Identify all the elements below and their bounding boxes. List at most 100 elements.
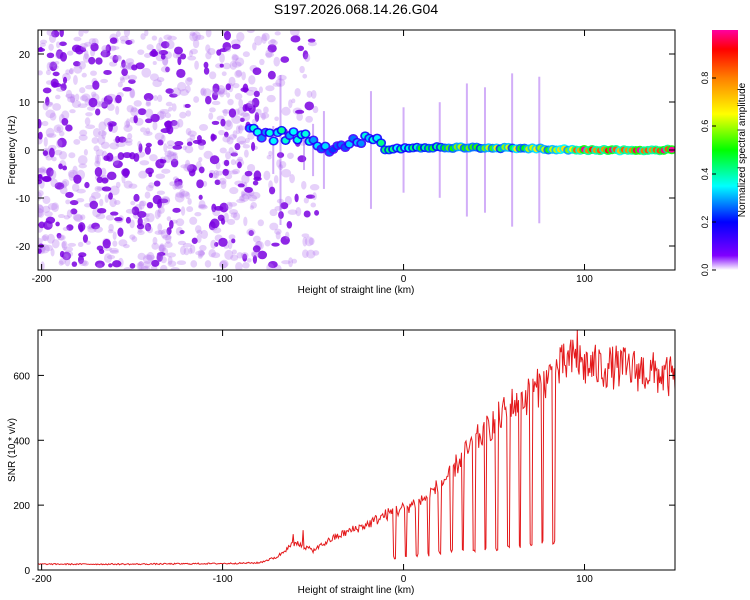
noise-cell [158, 244, 167, 253]
noise-cell [130, 106, 138, 113]
noise-cell [70, 94, 76, 104]
noise-cell [72, 183, 80, 192]
noise-cell [276, 198, 284, 204]
noise-cell [166, 252, 176, 258]
noise-cell [90, 42, 99, 52]
noise-cell [112, 156, 120, 166]
noise-cell [176, 68, 186, 79]
noise-cell [52, 71, 60, 77]
noise-cell [69, 109, 76, 114]
noise-cell [106, 171, 117, 181]
noise-cell [59, 258, 66, 265]
noise-cell [218, 129, 225, 136]
noise-cell [229, 209, 238, 215]
noise-cell [211, 100, 221, 106]
noise-cell [38, 237, 43, 245]
noise-cell [240, 193, 250, 202]
noise-cell [38, 190, 44, 197]
noise-cell [108, 192, 113, 200]
noise-cell [67, 242, 77, 247]
noise-cell [302, 249, 309, 259]
noise-cell [208, 172, 214, 179]
noise-cell [56, 87, 65, 92]
noise-cell [198, 166, 205, 174]
spectrogram-ylabel: Frequency (Hz) [7, 116, 18, 185]
noise-cell [169, 181, 176, 187]
noise-cell [107, 229, 114, 234]
snr-frame [37, 329, 676, 571]
noise-cell [115, 94, 122, 104]
noise-cell [56, 126, 62, 132]
noise-cell [123, 124, 133, 132]
noise-cell [152, 79, 162, 88]
y-tick-label: 10 [19, 98, 31, 109]
tone-cell [270, 137, 277, 144]
noise-cell [65, 93, 76, 99]
noise-cell [63, 215, 70, 220]
streak-cell [303, 130, 306, 170]
noise-cell [138, 200, 145, 210]
noise-cell [214, 179, 221, 186]
noise-cell [119, 77, 126, 83]
noise-cell [59, 186, 68, 195]
noise-cell [227, 239, 233, 250]
noise-cell [38, 70, 43, 76]
noise-cell [51, 30, 60, 38]
y-tick-label: -20 [16, 242, 31, 253]
noise-cell [211, 120, 220, 125]
noise-cell [268, 150, 273, 157]
noise-cell [272, 82, 282, 87]
noise-cell [133, 100, 142, 107]
noise-cell [200, 87, 207, 97]
noise-cell [228, 76, 236, 87]
noise-cell [159, 158, 164, 164]
tone-cell [302, 130, 309, 137]
y-tick-label: 600 [13, 371, 30, 382]
noise-cell [163, 143, 168, 153]
noise-cell [102, 238, 111, 249]
noise-cell [299, 65, 305, 74]
noise-cell [61, 179, 70, 187]
noise-cell [71, 261, 78, 267]
noise-cell [190, 260, 198, 268]
noise-cell [39, 42, 46, 47]
noise-cell [247, 100, 254, 109]
noise-cell [302, 73, 308, 79]
noise-cell [105, 44, 112, 53]
colorbar-label: Normalized spectral amplitude [737, 82, 748, 217]
noise-cell [209, 71, 217, 80]
noise-cell [213, 169, 220, 179]
noise-cell [277, 74, 287, 81]
noise-cell [167, 256, 173, 265]
noise-cell [151, 35, 158, 41]
noise-cell [145, 142, 152, 148]
noise-cell [188, 50, 194, 57]
noise-cell [41, 205, 51, 213]
noise-cell [249, 205, 254, 210]
noise-cell [164, 150, 175, 158]
noise-cell [127, 133, 133, 140]
noise-cell [222, 108, 228, 117]
noise-cell [82, 53, 90, 63]
noise-cell [215, 170, 223, 176]
noise-cell [246, 89, 255, 96]
noise-cell [146, 201, 154, 209]
noise-cell [289, 30, 300, 37]
noise-cell [78, 259, 88, 266]
noise-cell [197, 249, 205, 258]
noise-cell [57, 213, 65, 219]
noise-cell [144, 191, 151, 199]
noise-cell [301, 180, 307, 190]
noise-cell [164, 120, 173, 128]
noise-cell [65, 69, 70, 75]
noise-cell [78, 60, 86, 70]
noise-cell [62, 76, 68, 84]
noise-cell [67, 96, 76, 103]
noise-cell [248, 194, 258, 202]
noise-cell [96, 263, 103, 269]
noise-cell [45, 216, 56, 224]
noise-cell [240, 252, 249, 259]
noise-cell [180, 164, 190, 169]
noise-cell [228, 108, 237, 118]
